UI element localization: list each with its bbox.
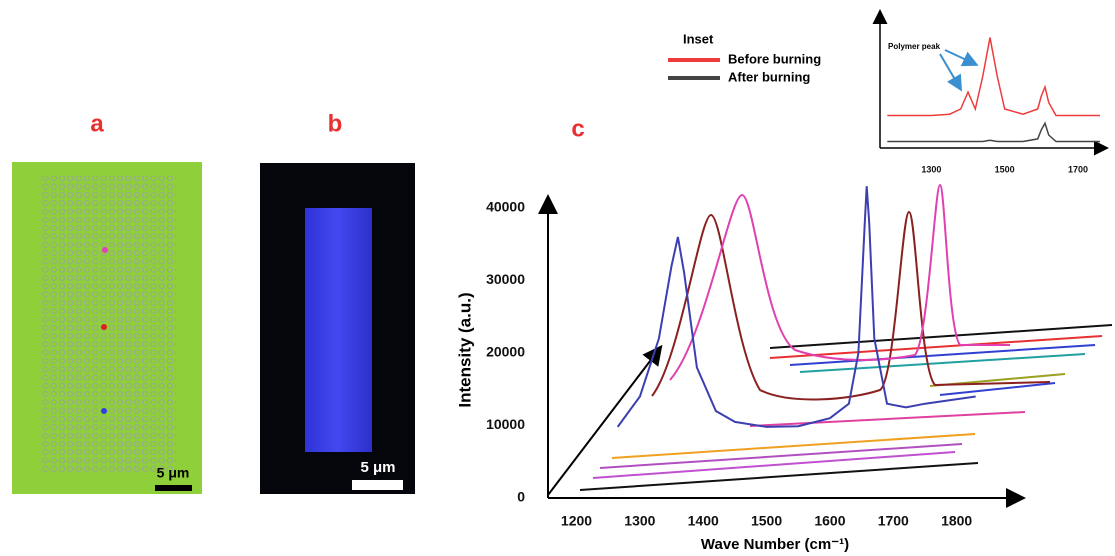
x-tick-label: 1700 [878, 513, 909, 529]
x-tick-label: 1400 [688, 513, 719, 529]
scale-bar [352, 480, 403, 490]
pillar-array [40, 176, 176, 472]
scale-label: 5 μm [360, 459, 395, 476]
marker-dot [101, 324, 107, 330]
waterfall-spectra [579, 183, 1113, 491]
y-tick-label: 40000 [486, 199, 525, 215]
x-tick-label: 1700 [1068, 164, 1088, 174]
x-tick-label: 1800 [941, 513, 972, 529]
scale-label: 5 μm [157, 465, 190, 481]
panel-label: c [571, 115, 584, 142]
x-tick-label: 1600 [814, 513, 845, 529]
emission-region [305, 208, 372, 452]
panel-label: b [328, 110, 343, 137]
y-tick-label: 30000 [486, 271, 525, 287]
x-tick-label: 1500 [751, 513, 782, 529]
series-line [887, 121, 1100, 143]
depth-arrow [547, 344, 663, 496]
y-tick-label: 20000 [486, 344, 525, 360]
y-tick-label: 0 [517, 489, 525, 505]
annotation-arrow [944, 49, 979, 67]
x-tick-label: 1300 [624, 513, 655, 529]
x-axis-label: Wave Number (cm⁻¹) [701, 536, 849, 553]
marker-dot [101, 408, 107, 414]
marker-dot [102, 247, 108, 253]
legend-label: Before burning [728, 51, 821, 66]
x-tick-label: 1500 [995, 164, 1015, 174]
y-axis-label: Intensity (a.u.) [455, 292, 474, 407]
x-tick-label: 1200 [561, 513, 592, 529]
annotation-arrow [939, 53, 963, 92]
x-tick-label: 1300 [921, 164, 941, 174]
annotation: Polymer peak [888, 42, 941, 51]
scale-bar [155, 485, 192, 491]
series-line [616, 186, 976, 428]
series-line [887, 37, 1100, 117]
legend-label: After burning [728, 69, 810, 84]
legend-title: Inset [683, 31, 714, 46]
panel-label: a [90, 110, 104, 137]
y-tick-label: 10000 [486, 416, 525, 432]
